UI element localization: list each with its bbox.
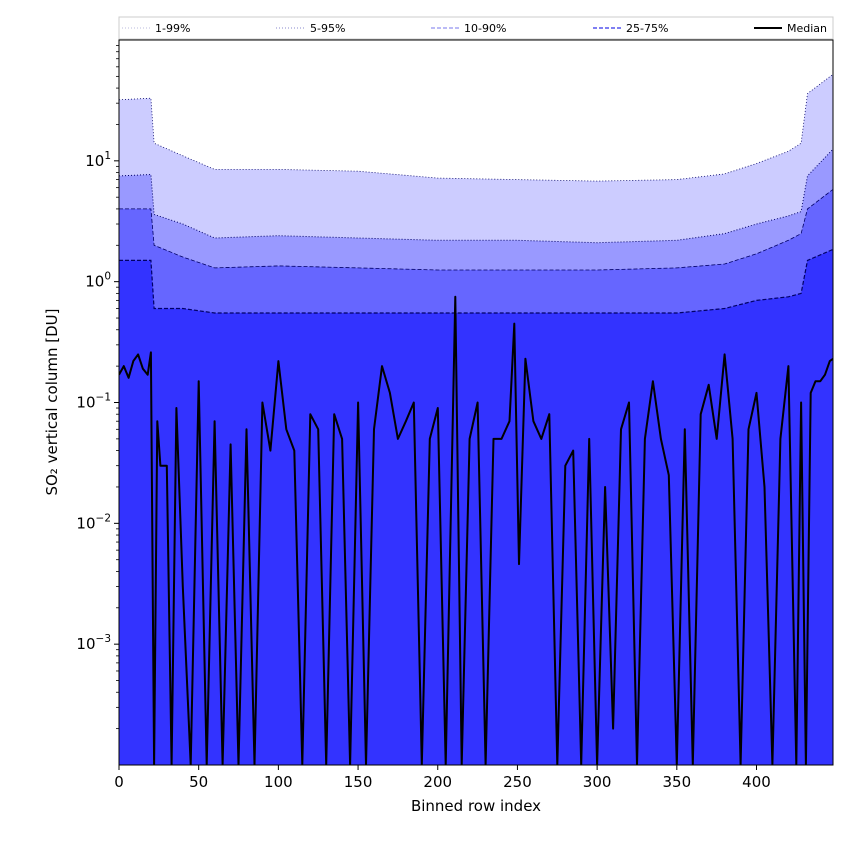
band-line-25-75pct — [119, 248, 833, 314]
legend-label: 1-99% — [155, 22, 190, 35]
x-axis: 0 50 100 150 200 250 300 350 400 — [114, 765, 771, 791]
x-tick-label: 300 — [583, 773, 612, 791]
band-line-10-90pct — [119, 189, 833, 271]
band-line-1-99pct — [119, 73, 833, 182]
median-line — [119, 295, 833, 765]
x-tick-label: 350 — [662, 773, 691, 791]
x-tick-label: 100 — [264, 773, 293, 791]
x-tick-label: 200 — [423, 773, 452, 791]
legend-frame — [118, 16, 834, 40]
x-tick-label: 50 — [189, 773, 208, 791]
y-tick-label: 10−1 — [76, 392, 111, 412]
y-axis: 10−3 10−2 10−1 100 101 — [76, 45, 119, 730]
y-tick-label: 10−2 — [76, 512, 111, 532]
median-layer — [119, 295, 833, 765]
y-tick-label: 100 — [85, 271, 111, 291]
band-fill-25-75pct — [119, 249, 833, 765]
legend-label: 25-75% — [626, 22, 668, 35]
legend: 1-99% 5-95% 10-90% 25-75% Median — [118, 16, 834, 40]
legend-label: 10-90% — [464, 22, 506, 35]
x-tick-label: 400 — [742, 773, 771, 791]
legend-label: 5-95% — [310, 22, 345, 35]
x-tick-label: 250 — [503, 773, 532, 791]
x-axis-label: Binned row index — [411, 797, 541, 815]
y-axis-label: SO₂ vertical column [DU] — [43, 308, 61, 495]
legend-label: Median — [787, 22, 827, 35]
y-tick-label: 101 — [85, 150, 111, 170]
x-tick-label: 0 — [114, 773, 124, 791]
y-tick-label: 10−3 — [76, 633, 111, 653]
x-tick-label: 150 — [344, 773, 373, 791]
